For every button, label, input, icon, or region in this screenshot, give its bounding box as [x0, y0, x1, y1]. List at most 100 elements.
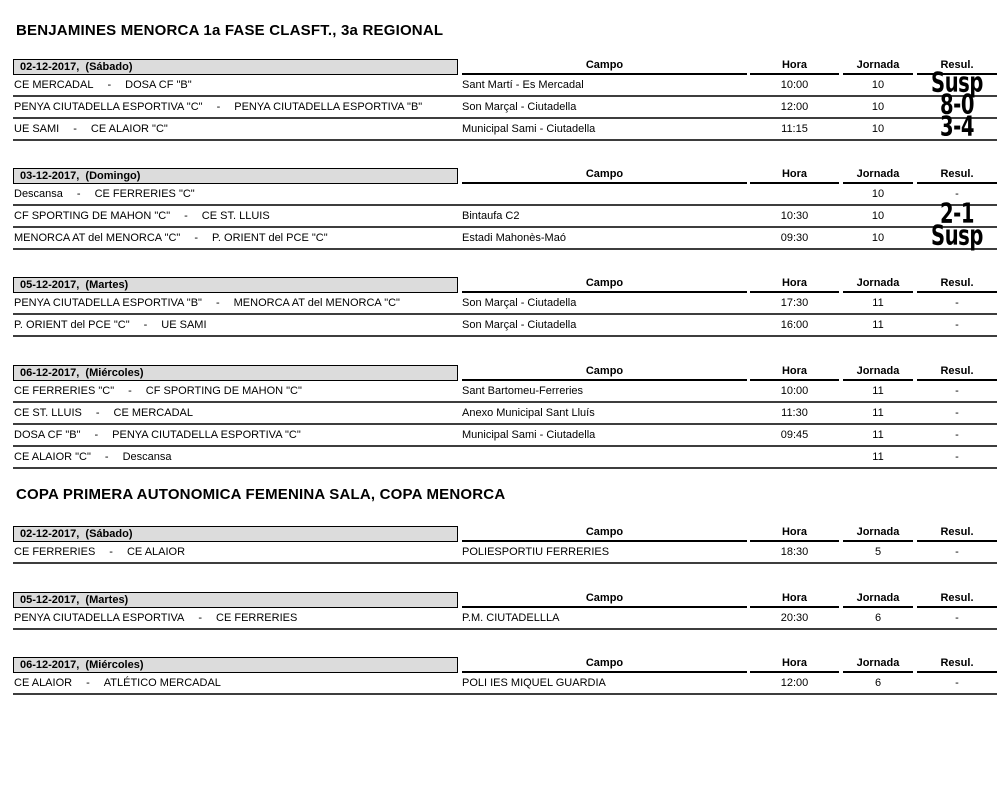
fixtures-block: 02-12-2017, (Sábado) Campo Hora Jornada … — [13, 59, 997, 141]
match-teams: CE ALAIOR "C" - Descansa — [14, 447, 171, 467]
match-row: CE FERRERIES - CE ALAIOR POLIESPORTIU FERR… — [13, 542, 997, 564]
campo-value: Anexo Municipal Sant Lluís — [462, 407, 595, 419]
match-teams: PENYA CIUTADELLA ESPORTIVA "B" - MENORCA A… — [14, 293, 400, 313]
hora-value: 18:30 — [780, 546, 809, 558]
away-team: P. ORIENT del PCE "C" — [212, 232, 328, 244]
column-header-campo: Campo — [462, 277, 747, 293]
campo-value: Sant Martí - Es Mercadal — [462, 79, 584, 91]
column-header-jornada: Jornada — [843, 59, 913, 75]
column-header-jornada: Jornada — [843, 168, 913, 184]
team-separator: - — [109, 546, 113, 558]
team-separator: - — [107, 79, 112, 91]
column-header-resul: Resul. — [917, 365, 997, 381]
campo-value: POLIESPORTIU FERRERIES — [462, 546, 610, 558]
team-separator: - — [86, 677, 90, 689]
hora-value: 09:30 — [780, 232, 809, 244]
match-teams: PENYA CIUTADELLA ESPORTIVA - CE FERRERIES — [14, 608, 297, 628]
away-team: PENYA CIUTADELLA ESPORTIVA "B" — [234, 101, 423, 113]
home-team: CE FERRERIES — [14, 546, 96, 558]
match-teams: P. ORIENT del PCE "C" - UE SAMI — [14, 315, 207, 335]
hora-value — [750, 184, 839, 204]
date-header: 02-12-2017, (Sábado) — [13, 59, 458, 75]
date-header: 06-12-2017, (Miércoles) — [13, 657, 458, 673]
match-row: Descansa - CE FERRERIES "C" 10 - — [13, 184, 997, 206]
team-separator: - — [198, 612, 203, 624]
jornada-value: 5 — [874, 546, 882, 558]
team-separator: - — [184, 210, 188, 222]
column-header-hora: Hora — [750, 59, 839, 75]
resul-value: - — [955, 451, 959, 463]
fixtures-block: 06-12-2017, (Miércoles) Campo Hora Jorna… — [13, 365, 997, 469]
jornada-value: 11 — [872, 385, 884, 397]
campo-value: Son Marçal - Ciutadella — [462, 101, 577, 113]
match-row: CE ALAIOR - ATLÉTICO MERCADAL POLI IES MIQ… — [13, 673, 997, 695]
team-separator: - — [143, 319, 148, 331]
away-team: CE MERCADAL — [113, 407, 193, 419]
home-team: PENYA CIUTADELLA ESPORTIVA — [14, 612, 185, 624]
match-row: P. ORIENT del PCE "C" - UE SAMI Son Marçal… — [13, 315, 997, 337]
home-team: CE FERRERIES "C" — [14, 385, 115, 397]
home-team: P. ORIENT del PCE "C" — [14, 319, 130, 331]
away-team: CE ALAIOR "C" — [90, 123, 168, 135]
home-team: CE ALAIOR "C" — [14, 451, 91, 463]
home-team: MENORCA AT del MENORCA "C" — [14, 232, 181, 244]
column-header-hora: Hora — [750, 277, 839, 293]
hora-value: 12:00 — [780, 677, 809, 689]
team-separator: - — [215, 297, 220, 309]
campo-value: Municipal Sami - Ciutadella — [462, 123, 596, 135]
big-result: Susp — [931, 67, 983, 99]
match-teams: CE ST. LLUIS - CE MERCADAL — [14, 403, 193, 423]
hora-value: 16:00 — [780, 319, 809, 331]
away-team: CE FERRERIES — [216, 612, 298, 624]
team-separator: - — [128, 385, 132, 397]
resul-value: - — [955, 385, 959, 397]
campo-value: Sant Bartomeu-Ferreries — [462, 385, 584, 397]
away-team: ATLÉTICO MERCADAL — [103, 677, 221, 689]
jornada-value: 6 — [874, 677, 882, 689]
away-team: CE ALAIOR — [126, 546, 186, 558]
hora-value: 09:45 — [780, 429, 809, 441]
jornada-value: 10 — [871, 101, 885, 113]
column-header-hora: Hora — [750, 365, 839, 381]
jornada-value: 10 — [871, 188, 885, 200]
hora-value: 12:00 — [780, 101, 809, 113]
jornada-value: 11 — [872, 451, 884, 463]
resul-value: - — [955, 546, 959, 558]
match-row: CE MERCADAL - DOSA CF "B" Sant Martí - Es … — [13, 69, 997, 97]
hora-value — [750, 447, 839, 467]
section-title-copa: COPA PRIMERA AUTONOMICA FEMENINA SALA, C… — [16, 486, 506, 503]
hora-value: 10:00 — [780, 385, 809, 397]
column-header-jornada: Jornada — [843, 277, 913, 293]
column-header-resul: Resul. — [917, 168, 997, 184]
match-row: CE ST. LLUIS - CE MERCADAL Anexo Municipal… — [13, 403, 997, 425]
jornada-value: 6 — [874, 612, 882, 624]
column-header-campo: Campo — [462, 526, 747, 542]
date-header: 06-12-2017, (Miércoles) — [13, 365, 458, 381]
column-header-jornada: Jornada — [843, 657, 913, 673]
column-header-hora: Hora — [750, 592, 839, 608]
home-team: CF SPORTING DE MAHON "C" — [14, 210, 171, 222]
fixtures-block: 03-12-2017, (Domingo) Campo Hora Jornada… — [13, 168, 997, 250]
away-team: PENYA CIUTADELLA ESPORTIVA "C" — [112, 429, 301, 441]
column-header-hora: Hora — [750, 657, 839, 673]
match-row: CE FERRERIES "C" - CF SPORTING DE MAHON "C… — [13, 381, 997, 403]
campo-value: Bintaufa C2 — [462, 210, 520, 222]
home-team: DOSA CF "B" — [14, 429, 81, 441]
match-row: DOSA CF "B" - PENYA CIUTADELLA ESPORTIVA "… — [13, 425, 997, 447]
home-team: CE MERCADAL — [14, 79, 94, 91]
big-result: 3-4 — [939, 111, 975, 143]
column-header-campo: Campo — [462, 365, 747, 381]
column-header-hora: Hora — [750, 168, 839, 184]
resul-value: - — [955, 297, 959, 309]
column-header-resul: Resul. — [917, 526, 997, 542]
match-row: CF SPORTING DE MAHON "C" - CE ST. LLUIS Bi… — [13, 200, 997, 228]
campo-value: P.M. CIUTADELLLA — [462, 612, 560, 624]
fixtures-block: 06-12-2017, (Miércoles) Campo Hora Jorna… — [13, 657, 997, 695]
away-team: DOSA CF "B" — [125, 79, 192, 91]
block-header: 06-12-2017, (Miércoles) Campo Hora Jorna… — [13, 657, 997, 673]
team-separator: - — [76, 188, 81, 200]
block-header: 02-12-2017, (Sábado) Campo Hora Jornada … — [13, 59, 997, 75]
home-team: CE ST. LLUIS — [14, 407, 82, 419]
hora-value: 10:30 — [780, 210, 809, 222]
